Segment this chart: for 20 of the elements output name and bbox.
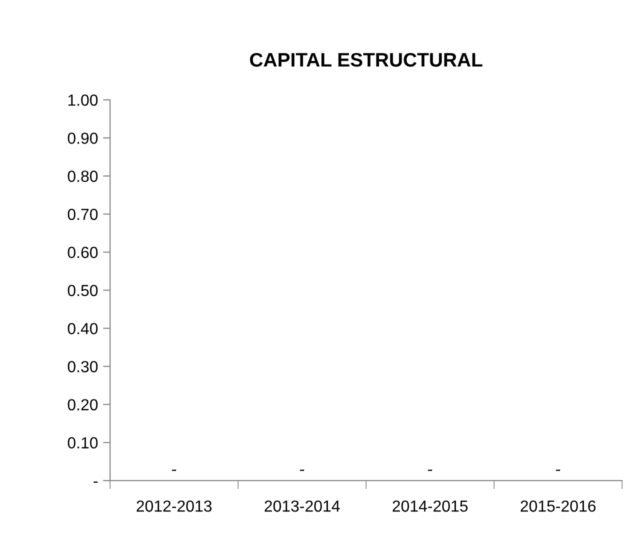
y-tick-label: 0.90 — [68, 132, 98, 144]
data-label: - — [556, 470, 560, 471]
chart-title: CAPITAL ESTRUCTURAL — [250, 52, 482, 67]
y-tick-label: 0.10 — [68, 437, 98, 448]
data-label: - — [300, 470, 304, 471]
y-tick-label: 0.70 — [68, 208, 98, 220]
y-tick-label: 0.50 — [68, 284, 98, 296]
y-tick-label: 0.40 — [68, 322, 98, 334]
y-tick-label: 1.00 — [68, 94, 98, 106]
data-label: - — [172, 470, 176, 471]
y-tick-label: 0.30 — [68, 361, 98, 372]
x-tick-label: 2015-2016 — [520, 500, 596, 512]
x-tick-label: 2012-2013 — [136, 500, 212, 512]
y-tick-label: 0.20 — [68, 399, 98, 410]
y-tick-label: - — [94, 482, 98, 483]
data-label: - — [428, 470, 432, 471]
x-tick-label: 2014-2015 — [392, 500, 468, 512]
y-tick-label: 0.80 — [68, 170, 98, 182]
x-tick-label: 2013-2014 — [264, 500, 340, 512]
y-tick-label: 0.60 — [68, 246, 98, 258]
